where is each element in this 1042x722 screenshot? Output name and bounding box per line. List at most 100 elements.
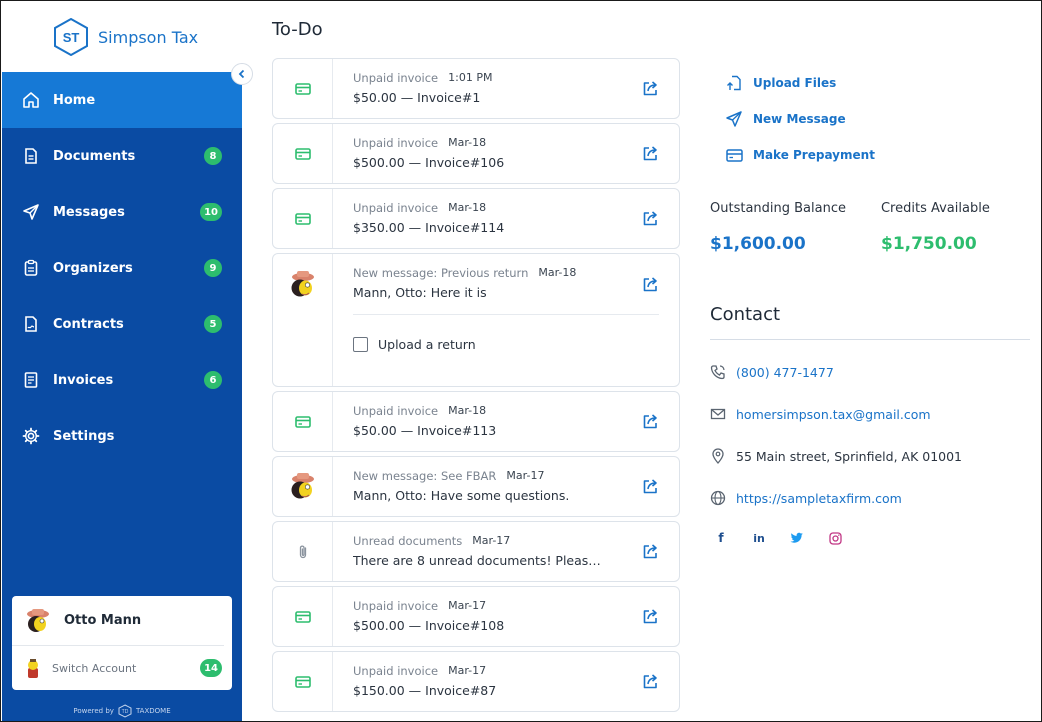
credit-card-icon (294, 82, 311, 95)
avatar (22, 604, 54, 637)
sidebar-nav: Home Documents 8 Messages 10 Organizers 9 C… (2, 72, 242, 464)
sidebar-item-contracts[interactable]: Contracts 5 (2, 296, 242, 352)
open-external-icon[interactable] (641, 543, 659, 561)
sidebar-item-messages[interactable]: Messages 10 (2, 184, 242, 240)
todo-date: Mar-18 (538, 266, 577, 279)
todo-date: Mar-17 (506, 469, 545, 482)
social-links: f in (713, 530, 843, 546)
website-link[interactable]: https://sampletaxfirm.com (736, 490, 902, 506)
mail-icon (710, 406, 726, 422)
address-text: 55 Main street, Sprinfield, AK 01001 (736, 448, 963, 464)
powered-by: Powered by TD TAXDOME (2, 702, 242, 720)
contact-website: https://sampletaxfirm.com (710, 490, 902, 506)
credit-card-icon (294, 610, 311, 623)
todo-type-icon (273, 587, 333, 646)
todo-item[interactable]: New message: Previous return Mar-18 Mann… (272, 253, 680, 387)
todo-kind-row: Unpaid invoice Mar-18 (353, 136, 659, 150)
contract-icon (22, 315, 40, 333)
todo-body: New message: Previous return Mar-18 Mann… (333, 254, 679, 386)
contact-phone: (800) 477-1477 (710, 364, 834, 380)
todo-body: Unpaid invoice Mar-18 $500.00 — Invoice#… (333, 124, 679, 183)
open-external-icon[interactable] (641, 145, 659, 163)
todo-kind: Unread documents (353, 534, 463, 548)
open-external-icon[interactable] (641, 276, 659, 294)
todo-item[interactable]: Unpaid invoice Mar-18 $50.00 — Invoice#1… (272, 391, 680, 452)
open-external-icon[interactable] (641, 80, 659, 98)
switch-account-label: Switch Account (52, 661, 137, 675)
avatar (286, 470, 319, 503)
sidebar-item-invoices[interactable]: Invoices 6 (2, 352, 242, 408)
todo-text: $50.00 — Invoice#1 (353, 90, 481, 105)
collapse-sidebar-button[interactable] (231, 63, 253, 85)
todo-kind: New message: See FBAR (353, 469, 497, 483)
todo-item[interactable]: Unread documents Mar-17 There are 8 unre… (272, 521, 680, 582)
open-external-icon[interactable] (641, 478, 659, 496)
todo-kind-row: New message: Previous return Mar-18 (353, 266, 659, 280)
todo-text: Mann, Otto: Here it is (353, 285, 487, 300)
globe-icon (710, 490, 726, 506)
instagram-icon[interactable] (827, 530, 843, 546)
sidebar-item-organizers[interactable]: Organizers 9 (2, 240, 242, 296)
brand-initials: ST (63, 30, 80, 45)
user-profile[interactable]: Otto Mann (12, 596, 224, 646)
new-message-button[interactable]: New Message (725, 101, 875, 137)
sidebar-item-settings[interactable]: Settings (2, 408, 242, 464)
send-icon (22, 203, 40, 221)
todo-item[interactable]: Unpaid invoice Mar-18 $500.00 — Invoice#… (272, 123, 680, 184)
phone-link[interactable]: (800) 477-1477 (736, 364, 834, 380)
contact-title: Contact (710, 304, 781, 325)
todo-task[interactable]: Upload a return (353, 314, 659, 352)
make-prepayment-button[interactable]: Make Prepayment (725, 137, 875, 173)
gear-icon (22, 427, 40, 445)
action-label: New Message (753, 112, 846, 126)
credits-available-value: $1,750.00 (880, 234, 977, 254)
credits-available-label: Credits Available (880, 201, 990, 216)
todo-date: 1:01 PM (448, 71, 493, 84)
sidebar-item-badge: 8 (204, 147, 222, 165)
linkedin-icon[interactable]: in (753, 531, 765, 545)
task-checkbox[interactable] (353, 337, 368, 352)
switch-account-badge: 14 (200, 659, 222, 677)
twitter-icon[interactable] (789, 530, 805, 546)
todo-kind-row: Unpaid invoice Mar-18 (353, 201, 659, 215)
upload-file-icon (725, 74, 743, 92)
sidebar-item-home[interactable]: Home (2, 72, 242, 128)
todo-date: Mar-17 (472, 534, 511, 547)
sidebar-item-label: Settings (53, 428, 115, 444)
open-external-icon[interactable] (641, 413, 659, 431)
todo-type-icon (273, 254, 333, 386)
open-external-icon[interactable] (641, 673, 659, 691)
todo-item[interactable]: Unpaid invoice Mar-18 $350.00 — Invoice#… (272, 188, 680, 249)
todo-item[interactable]: Unpaid invoice Mar-17 $150.00 — Invoice#… (272, 651, 680, 712)
todo-type-icon (273, 392, 333, 451)
sidebar-item-label: Documents (53, 148, 136, 164)
outstanding-balance: Outstanding Balance $1,600.00 (710, 201, 846, 254)
todo-date: Mar-18 (448, 404, 487, 417)
sidebar-item-documents[interactable]: Documents 8 (2, 128, 242, 184)
todo-item[interactable]: Unpaid invoice Mar-17 $500.00 — Invoice#… (272, 586, 680, 647)
open-external-icon[interactable] (641, 210, 659, 228)
upload-files-button[interactable]: Upload Files (725, 65, 875, 101)
credit-card-icon (294, 212, 311, 225)
outstanding-balance-value: $1,600.00 (710, 234, 806, 254)
open-external-icon[interactable] (641, 608, 659, 626)
sidebar-item-badge: 9 (204, 259, 222, 277)
facebook-icon[interactable]: f (718, 531, 724, 545)
todo-kind: Unpaid invoice (353, 71, 439, 85)
sidebar-item-label: Messages (53, 204, 125, 220)
page-title: To-Do (272, 19, 323, 40)
sidebar-item-badge: 5 (204, 315, 222, 333)
powered-by-label: Powered by (73, 707, 114, 715)
account-avatar-icon (28, 659, 38, 678)
clipboard-icon (22, 259, 40, 277)
switch-account[interactable]: Switch Account 14 (12, 646, 232, 690)
todo-kind-row: New message: See FBAR Mar-17 (353, 469, 659, 483)
todo-body: Unpaid invoice Mar-17 $150.00 — Invoice#… (333, 652, 679, 711)
brand[interactable]: ST Simpson Tax (2, 2, 242, 72)
sidebar-item-label: Organizers (53, 260, 133, 276)
location-pin-icon (710, 448, 726, 464)
todo-item[interactable]: New message: See FBAR Mar-17 Mann, Otto:… (272, 456, 680, 517)
paperclip-icon (299, 545, 306, 558)
todo-item[interactable]: Unpaid invoice 1:01 PM $50.00 — Invoice#… (272, 58, 680, 119)
email-link[interactable]: homersimpson.tax@gmail.com (736, 406, 931, 422)
